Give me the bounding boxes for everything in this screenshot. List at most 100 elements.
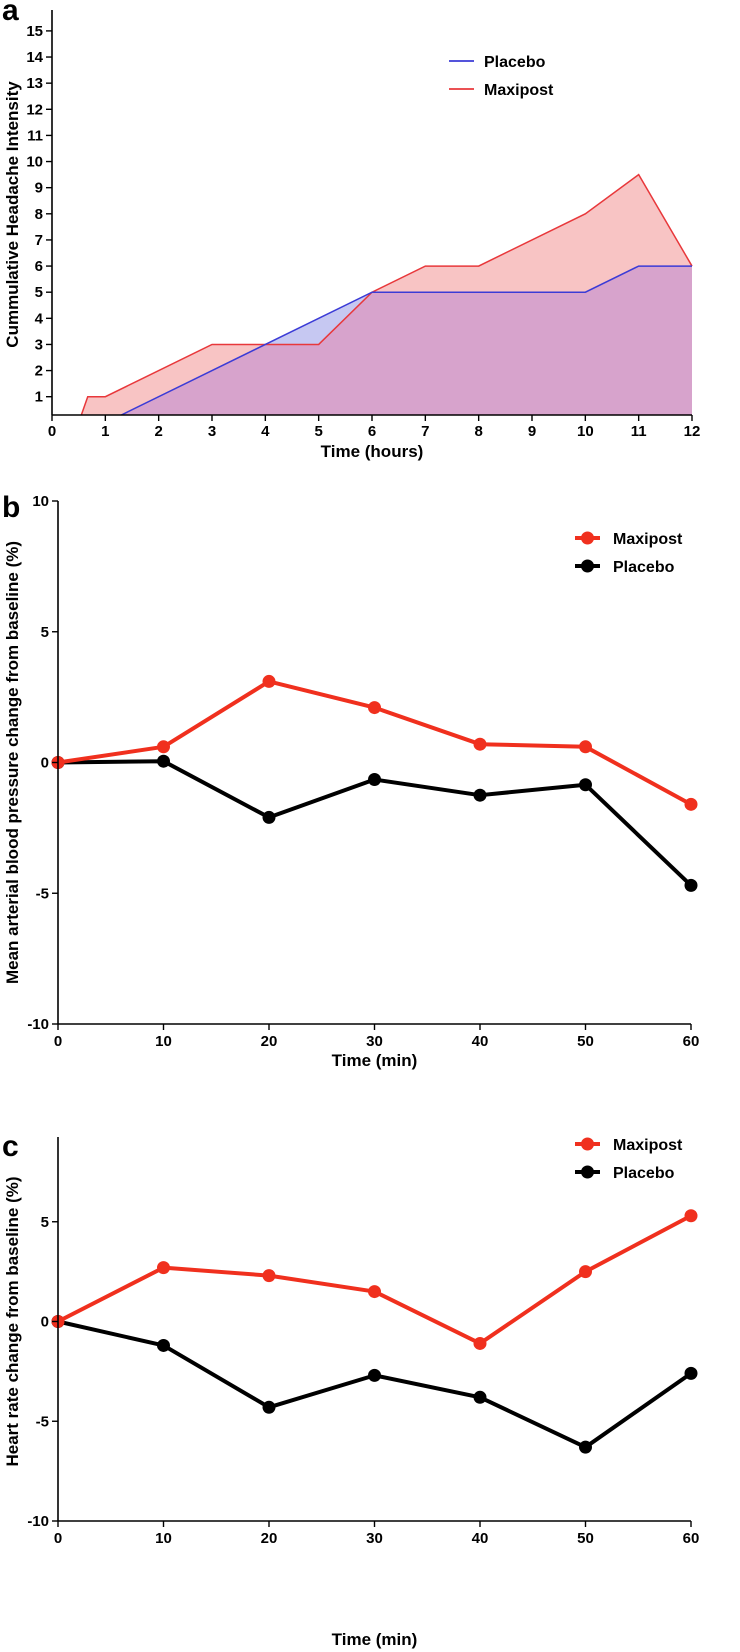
y-tick-label-a: 5 — [35, 284, 43, 301]
x-tick-label-a: 6 — [368, 423, 376, 440]
x-tick-label-b: 10 — [155, 1033, 172, 1050]
x-tick-label-a: 8 — [474, 423, 482, 440]
x-tick-label-b: 50 — [577, 1033, 594, 1050]
b-placebo-point — [473, 788, 487, 802]
panel-a: a 0 1 2 3 4 5 6 7 8 9 10 11 12 1 2 3 4 5 6 7 8 9 10 11 12 13 14 15 T… — [0, 0, 740, 490]
legend-label-c-maxipost: Maxipost — [613, 1137, 683, 1154]
b-maxipost-point — [473, 737, 487, 751]
b-maxipost-point — [157, 740, 170, 754]
b-maxipost-point — [262, 674, 276, 688]
y-tick-label-a: 12 — [26, 101, 43, 118]
overlap-area — [121, 266, 693, 415]
c-placebo-point — [579, 1440, 592, 1454]
y-tick-label-b: 10 — [32, 495, 49, 510]
b-placebo-point — [368, 772, 381, 786]
y-tick-label-a: 15 — [26, 23, 43, 40]
c-maxipost-point — [157, 1261, 170, 1275]
b-maxipost-point — [684, 797, 698, 811]
y-axis-title-c: Heart rate change from baseline (%) — [3, 1176, 22, 1466]
b-placebo-point — [684, 878, 698, 892]
y-tick-label-a: 4 — [35, 310, 44, 327]
y-tick-label-c: -10 — [27, 1513, 49, 1530]
x-tick-label-c: 10 — [155, 1530, 172, 1547]
y-tick-label-c: -5 — [36, 1413, 49, 1430]
legend-label-c-placebo: Placebo — [613, 1165, 675, 1182]
x-axis-title-a: Time (hours) — [321, 442, 424, 461]
legend-marker-b-placebo — [581, 559, 594, 573]
y-tick-label-a: 8 — [35, 206, 43, 223]
y-tick-label-c: 0 — [41, 1314, 49, 1331]
c-maxipost-line — [57, 1213, 692, 1346]
x-tick-label-c: 40 — [472, 1530, 489, 1547]
x-tick-label-a: 7 — [421, 423, 429, 440]
c-placebo-point — [473, 1390, 487, 1404]
legend-label-b-placebo: Placebo — [613, 559, 675, 576]
x-tick-label-a: 1 — [101, 423, 109, 440]
x-tick-label-a: 4 — [261, 423, 270, 440]
c-maxipost-point — [579, 1265, 592, 1279]
x-tick-label-c: 0 — [54, 1530, 62, 1547]
b-placebo-point — [262, 810, 276, 824]
y-tick-label-a: 1 — [35, 389, 43, 406]
x-tick-label-a: 5 — [314, 423, 322, 440]
b-placebo-point — [579, 778, 592, 792]
c-placebo-line — [57, 1319, 693, 1450]
x-tick-label-b: 30 — [366, 1033, 383, 1050]
c-placebo-point — [262, 1400, 276, 1414]
placebo-line — [121, 265, 692, 416]
legend-label-a-placebo: Placebo — [484, 54, 546, 71]
y-tick-label-c: 5 — [41, 1214, 49, 1231]
y-tick-label-a: 14 — [26, 49, 43, 66]
legend-label-b-maxipost: Maxipost — [613, 531, 683, 548]
c-maxipost-point — [684, 1209, 698, 1223]
x-tick-label-a: 2 — [154, 423, 162, 440]
x-tick-label-a: 10 — [577, 423, 594, 440]
c-maxipost-point — [473, 1336, 487, 1350]
c-placebo-point — [157, 1338, 170, 1352]
x-tick-label-a: 11 — [631, 423, 647, 440]
y-tick-label-b: -5 — [36, 885, 49, 902]
x-tick-label-b: 20 — [261, 1033, 278, 1050]
y-tick-label-a: 13 — [26, 75, 43, 92]
y-tick-label-a: 6 — [35, 258, 43, 275]
chart-a: 0 1 2 3 4 5 6 7 8 9 10 11 12123456789101112131415Tim… — [3, 10, 701, 461]
panel-b-letter: b — [2, 491, 21, 524]
legend-marker-c-maxipost — [581, 1137, 594, 1151]
legend-marker-c-placebo — [581, 1165, 594, 1179]
x-tick-label-c: 60 — [683, 1530, 700, 1547]
y-tick-label-a: 7 — [35, 232, 43, 249]
panel-a-letter: a — [2, 0, 19, 27]
x-tick-label-b: 0 — [54, 1033, 62, 1050]
b-maxipost-point — [368, 701, 381, 715]
x-tick-label-a: 3 — [208, 423, 216, 440]
legend-label-a-maxipost: Maxipost — [484, 82, 554, 99]
panel-c-letter: c — [2, 1130, 19, 1163]
x-axis-title-c: Time (min) — [332, 1630, 418, 1649]
y-tick-label-b: 0 — [41, 755, 49, 772]
x-tick-label-c: 20 — [261, 1530, 278, 1547]
y-tick-label-a: 11 — [27, 127, 43, 144]
legend-marker-b-maxipost — [581, 531, 594, 545]
c-placebo-point — [368, 1368, 381, 1382]
y-tick-label-a: 3 — [35, 336, 43, 353]
y-tick-label-b: 5 — [41, 624, 49, 641]
b-maxipost-point — [579, 740, 592, 754]
x-tick-label-c: 30 — [366, 1530, 383, 1547]
b-placebo-point — [157, 754, 170, 768]
panel-b: b 0 10 20 30 40 50 60 10 5 0 -5 -10 Time (min) Mean a… — [0, 491, 740, 1127]
y-axis-title-b: Mean arterial blood pressure change from… — [3, 541, 22, 984]
c-placebo-point — [684, 1366, 698, 1380]
c-maxipost-point — [262, 1269, 276, 1283]
x-tick-label-b: 60 — [683, 1033, 700, 1050]
x-tick-label-c: 50 — [577, 1530, 594, 1547]
x-tick-label-a: 0 — [48, 423, 56, 440]
x-tick-label-a: 12 — [684, 423, 701, 440]
x-axis-title-b: Time (min) — [332, 1051, 418, 1070]
y-tick-label-a: 2 — [35, 363, 43, 380]
x-tick-label-a: 9 — [528, 423, 536, 440]
c-maxipost-point — [368, 1285, 381, 1299]
